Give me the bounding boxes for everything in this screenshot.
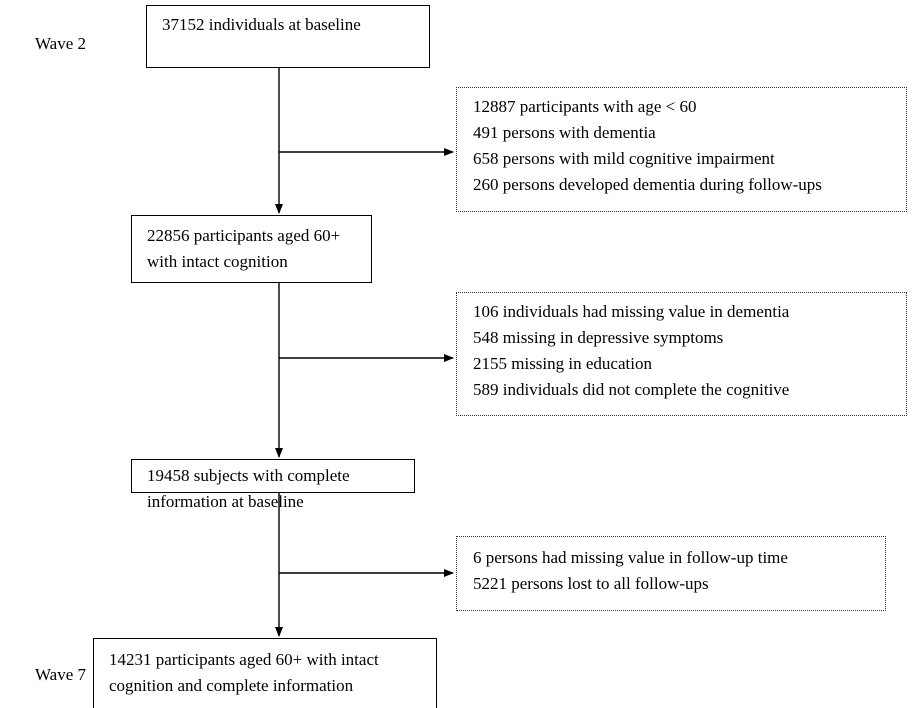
exclusion-2-line-4: 589 individuals did not complete the cog… bbox=[473, 380, 790, 399]
box-aged60-intact: 22856 participants aged 60+ with intact … bbox=[131, 215, 372, 283]
exclusion-2-line-1: 106 individuals had missing value in dem… bbox=[473, 302, 790, 321]
box-complete-line-1: 19458 subjects with complete bbox=[147, 466, 350, 485]
box-aged60-line-2: with intact cognition bbox=[147, 252, 288, 271]
exclusion-3-line-1: 6 persons had missing value in follow-up… bbox=[473, 548, 788, 567]
exclusion-2-line-2: 548 missing in depressive symptoms bbox=[473, 328, 724, 347]
box-final-sample: 14231 participants aged 60+ with intact … bbox=[93, 638, 437, 708]
exclusion-box-1: 12887 participants with age < 60 491 per… bbox=[456, 87, 907, 212]
box-complete-info: 19458 subjects with complete information… bbox=[131, 459, 415, 511]
wave-label-start: Wave 2 bbox=[35, 34, 87, 53]
exclusion-1-line-3: 658 persons with mild cognitive impairme… bbox=[473, 149, 775, 168]
box-baseline-line-1: 37152 individuals at baseline bbox=[162, 15, 361, 34]
exclusion-1-line-2: 491 persons with dementia bbox=[473, 123, 656, 142]
box-baseline: 37152 individuals at baseline bbox=[146, 5, 430, 68]
box-aged60-line-1: 22856 participants aged 60+ bbox=[147, 226, 341, 245]
exclusion-box-2: 106 individuals had missing value in dem… bbox=[456, 292, 907, 416]
exclusion-2-line-3: 2155 missing in education bbox=[473, 354, 652, 373]
box-final-line-2: cognition and complete information bbox=[109, 676, 354, 695]
exclusion-box-3: 6 persons had missing value in follow-up… bbox=[456, 536, 886, 611]
exclusion-1-line-4: 260 persons developed dementia during fo… bbox=[473, 175, 822, 194]
box-complete-line-2: information at baseline bbox=[147, 492, 304, 511]
exclusion-3-line-2: 5221 persons lost to all follow-ups bbox=[473, 574, 709, 593]
wave-label-end: Wave 7 bbox=[35, 665, 87, 684]
exclusion-1-line-1: 12887 participants with age < 60 bbox=[473, 97, 697, 116]
box-final-line-1: 14231 participants aged 60+ with intact bbox=[109, 650, 379, 669]
